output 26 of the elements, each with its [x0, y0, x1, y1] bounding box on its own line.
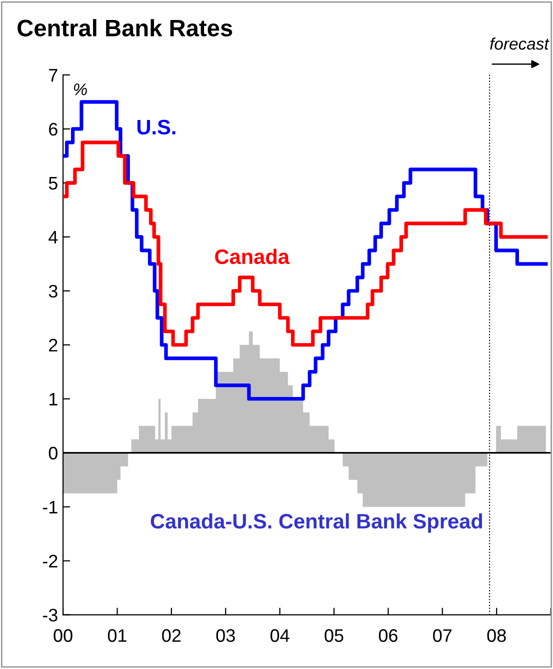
- ref-line-label: forecast: [490, 37, 550, 50]
- y-tick-label: 2: [49, 338, 58, 352]
- y-tick-label: 1: [50, 392, 58, 406]
- y-tick-label: 0: [48, 446, 58, 460]
- x-tick-label: 00: [54, 629, 72, 642]
- x-tick-label: 05: [324, 629, 344, 642]
- y-tick-label: -3: [42, 608, 58, 622]
- x-tick-label: 07: [433, 629, 452, 642]
- x-tick-label: 02: [162, 629, 181, 642]
- y-tick-label: -1: [42, 500, 58, 514]
- y-tick-label: 4: [48, 231, 58, 244]
- series-label: U.S.: [137, 120, 176, 135]
- y-tick-label: 7: [49, 69, 58, 82]
- y-tick-label: 5: [48, 177, 58, 190]
- x-tick-label: 01: [108, 629, 126, 642]
- y-axis-title: %: [74, 84, 87, 96]
- annotation: Canada-U.S. Central Bank Spread: [150, 513, 482, 533]
- x-tick-label: 08: [487, 629, 506, 642]
- x-tick-label: 06: [378, 629, 398, 642]
- y-tick-label: -2: [42, 554, 58, 568]
- series-label: Canada: [215, 248, 290, 264]
- x-tick-label: 04: [270, 629, 290, 642]
- chart-title: Central Bank Rates: [18, 19, 232, 36]
- x-tick-label: 03: [216, 629, 235, 642]
- y-tick-label: 6: [49, 122, 58, 136]
- y-tick-label: 3: [48, 284, 58, 298]
